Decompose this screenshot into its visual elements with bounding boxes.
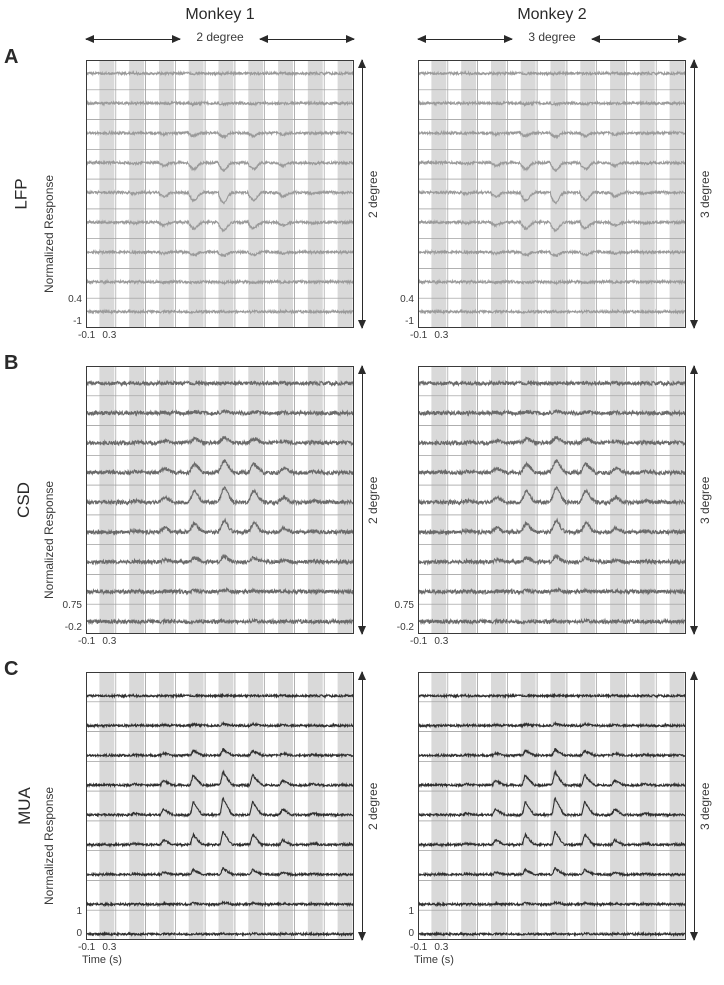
span-arrow-vertical xyxy=(694,672,695,940)
right-span-label: 2 degree xyxy=(366,477,380,524)
row-label: LFP xyxy=(12,178,32,209)
span-arrow-vertical xyxy=(362,672,363,940)
panel-svg xyxy=(86,60,354,328)
ytick: 1 xyxy=(62,906,82,917)
xtick: 0.3 xyxy=(434,636,448,647)
panel-svg xyxy=(418,60,686,328)
xtick: -0.1 xyxy=(78,636,95,647)
span-arrow-vertical xyxy=(362,366,363,634)
right-span-label: 3 degree xyxy=(698,477,712,524)
row-letter: C xyxy=(4,658,18,681)
top-span-label: 3 degree xyxy=(517,30,587,44)
row-letter: A xyxy=(4,46,18,69)
ytick: 1 xyxy=(394,906,414,917)
xtick: -0.1 xyxy=(410,942,427,953)
x-axis-label: Time (s) xyxy=(82,954,122,966)
panel-C-1 xyxy=(86,672,354,940)
y-axis-label: Normalized Response xyxy=(42,481,56,599)
figure-root: Monkey 1 2 degree Monkey 2 3 degree A LFP Norm… xyxy=(0,0,724,985)
column-header: Monkey 1 xyxy=(175,6,265,24)
ytick: -0.2 xyxy=(62,622,82,633)
panel-svg xyxy=(418,366,686,634)
ytick: -1 xyxy=(62,316,82,327)
ytick: 0 xyxy=(394,928,414,939)
span-arrow xyxy=(260,39,354,40)
panel-A-1 xyxy=(86,60,354,328)
column-header: Monkey 2 xyxy=(507,6,597,24)
xtick: 0.3 xyxy=(102,330,116,341)
right-span-label: 2 degree xyxy=(366,783,380,830)
panel-svg xyxy=(86,366,354,634)
panel-svg xyxy=(418,672,686,940)
ytick: 0.4 xyxy=(394,294,414,305)
ytick: 0.4 xyxy=(62,294,82,305)
xtick: -0.1 xyxy=(410,330,427,341)
ytick: 0.75 xyxy=(394,600,414,611)
panel-B-1 xyxy=(86,366,354,634)
panel-svg xyxy=(86,672,354,940)
y-axis-label: Normalized Response xyxy=(42,175,56,293)
right-span-label: 3 degree xyxy=(698,171,712,218)
xtick: 0.3 xyxy=(102,636,116,647)
panel-B-2 xyxy=(418,366,686,634)
row-label: MUA xyxy=(15,787,35,825)
ytick: 0 xyxy=(62,928,82,939)
span-arrow xyxy=(86,39,180,40)
xtick: 0.3 xyxy=(434,330,448,341)
right-span-label: 2 degree xyxy=(366,171,380,218)
ytick: 0.75 xyxy=(62,600,82,611)
row-label: CSD xyxy=(14,482,34,518)
panel-A-2 xyxy=(418,60,686,328)
panel-C-2 xyxy=(418,672,686,940)
x-axis-label: Time (s) xyxy=(414,954,454,966)
span-arrow-vertical xyxy=(362,60,363,328)
xtick: -0.1 xyxy=(410,636,427,647)
xtick: -0.1 xyxy=(78,942,95,953)
xtick: 0.3 xyxy=(102,942,116,953)
y-axis-label: Normalized Response xyxy=(42,787,56,905)
row-letter: B xyxy=(4,352,18,375)
xtick: 0.3 xyxy=(434,942,448,953)
right-span-label: 3 degree xyxy=(698,783,712,830)
span-arrow xyxy=(592,39,686,40)
xtick: -0.1 xyxy=(78,330,95,341)
span-arrow-vertical xyxy=(694,366,695,634)
span-arrow xyxy=(418,39,512,40)
ytick: -1 xyxy=(394,316,414,327)
span-arrow-vertical xyxy=(694,60,695,328)
top-span-label: 2 degree xyxy=(185,30,255,44)
ytick: -0.2 xyxy=(394,622,414,633)
